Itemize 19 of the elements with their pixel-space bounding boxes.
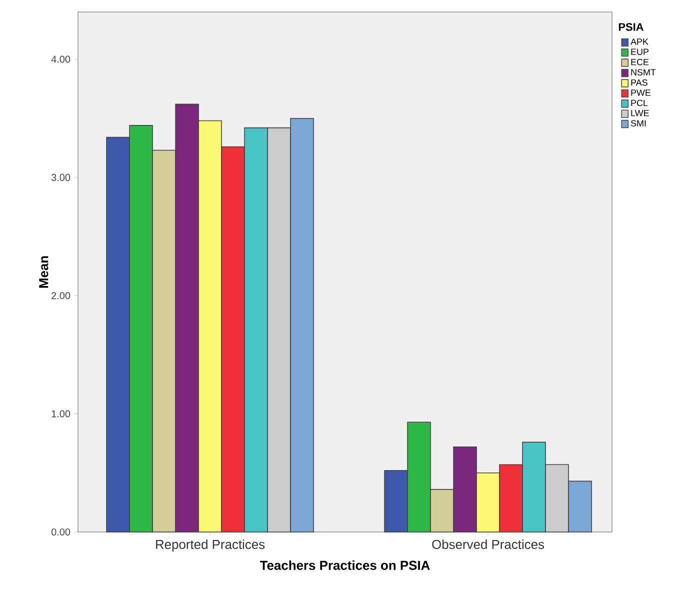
legend-label: NSMT: [631, 69, 656, 76]
x-tick-label: Reported Practices: [156, 540, 265, 552]
y-tick-label: 4.00: [51, 56, 70, 63]
y-tick-label: 3.00: [51, 174, 70, 181]
legend-label: SMI: [630, 120, 646, 126]
y-tick-label: 2.00: [52, 292, 70, 300]
legend-label: ECE: [631, 58, 649, 66]
legend-label: EUP: [631, 48, 648, 55]
x-tick-label: Observed Practices: [432, 540, 544, 550]
y-tick-label: 0.00: [51, 528, 70, 536]
legend-label: APK: [630, 38, 648, 45]
legend-label: PCL: [631, 100, 648, 106]
y-axis-title: Mean: [39, 256, 48, 288]
legend-label: LWE: [631, 110, 649, 116]
legend-label: PWE: [631, 90, 651, 96]
legend-label: PAS: [631, 79, 648, 86]
y-tick-label: 1.00: [52, 410, 70, 418]
x-axis-title: Teachers Practices on PSIA: [260, 560, 430, 570]
legend-title: PSIA: [618, 23, 644, 31]
